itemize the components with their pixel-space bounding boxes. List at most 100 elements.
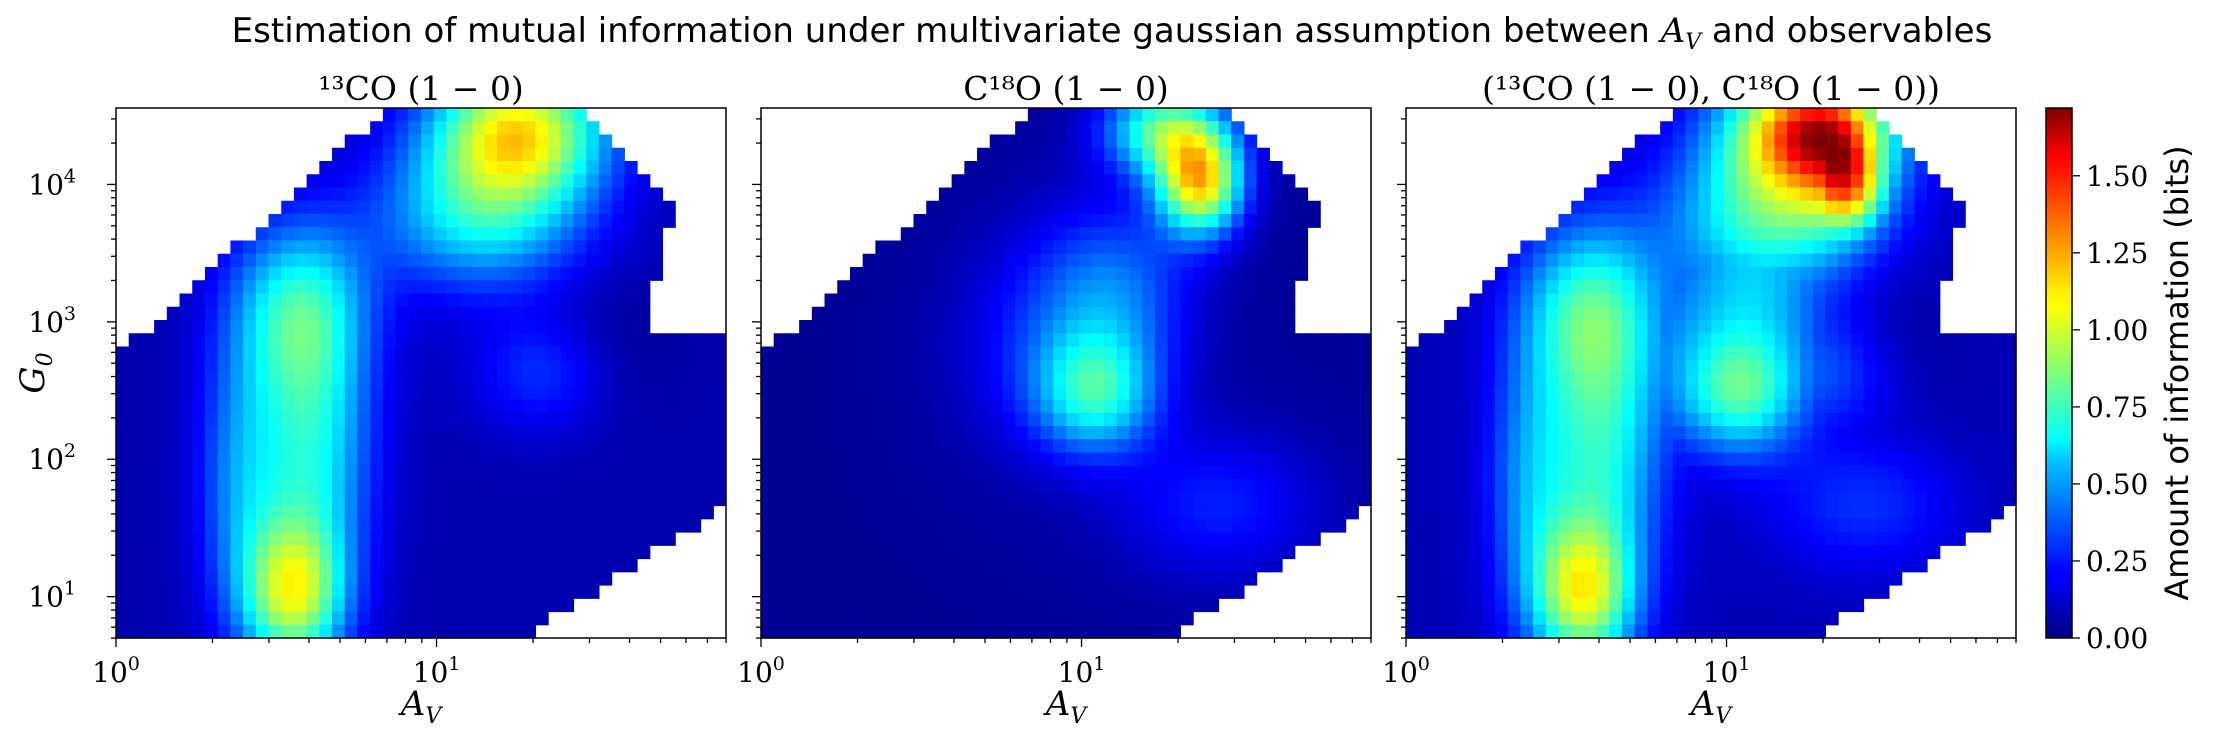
heatmap-cell [1256, 386, 1270, 401]
heatmap-cell [1218, 134, 1232, 149]
heatmap-cell [1634, 227, 1649, 242]
heatmap-cell [1965, 346, 1979, 361]
heatmap-cell [560, 492, 575, 507]
heatmap-cell [128, 532, 143, 546]
heatmap-cell [268, 267, 282, 281]
heatmap-cell [1685, 293, 1699, 308]
heatmap-cell [1494, 465, 1509, 480]
heatmap-cell [1571, 253, 1585, 268]
heatmap-cell [497, 492, 511, 507]
heatmap-cell [459, 200, 473, 215]
heatmap-cell [713, 346, 727, 361]
heatmap-cell [1180, 200, 1194, 215]
heatmap-cell [1167, 227, 1181, 242]
heatmap-cell [1494, 320, 1509, 334]
heatmap-cell [1040, 386, 1054, 401]
heatmap-cell [1774, 200, 1788, 215]
heatmap-cell [1205, 227, 1220, 242]
heatmap-cell [977, 598, 991, 613]
heatmap-cell [293, 571, 308, 586]
heatmap-cell [459, 558, 473, 573]
heatmap-cell [624, 439, 638, 454]
heatmap-cell [446, 545, 460, 560]
heatmap-cell [1507, 267, 1521, 281]
heatmap-cell [1825, 479, 1839, 493]
heatmap-cell [1231, 306, 1245, 321]
heatmap-cell [1494, 399, 1509, 414]
heatmap-cell [1154, 611, 1169, 626]
heatmap-cell [1205, 532, 1220, 546]
heatmap-cell [2003, 412, 2017, 427]
heatmap-cell [1711, 479, 1725, 493]
heatmap-cell [1104, 492, 1118, 507]
heatmap-cell [1711, 624, 1725, 639]
heatmap-cell [875, 373, 889, 387]
heatmap-cell [548, 373, 562, 387]
heatmap-cell [1053, 492, 1067, 507]
heatmap-cell [1583, 452, 1598, 467]
heatmap-cell [1269, 545, 1283, 560]
heatmap-cell [357, 558, 371, 573]
heatmap-cell [1749, 479, 1763, 493]
heatmap-cell [1104, 624, 1118, 639]
heatmap-cell [900, 359, 915, 374]
heatmap-cell [875, 399, 889, 414]
heatmap-cell [586, 359, 600, 374]
heatmap-cell [700, 399, 714, 414]
heatmap-cell [1825, 306, 1839, 321]
heatmap-cell [586, 465, 600, 480]
heatmap-cell [1243, 412, 1258, 427]
heatmap-cell [938, 492, 953, 507]
heatmap-cell [1825, 359, 1839, 374]
heatmap-cell [1078, 611, 1093, 626]
heatmap-cell [497, 399, 511, 414]
heatmap-cell [1736, 346, 1750, 361]
heatmap-cell [1231, 320, 1245, 334]
heatmap-cell [573, 267, 587, 281]
heatmap-cell [888, 280, 902, 295]
heatmap-cell [344, 161, 359, 175]
heatmap-cell [1066, 505, 1080, 520]
heatmap-cell [1129, 426, 1143, 440]
heatmap-cell [913, 571, 927, 586]
heatmap-cell [1027, 187, 1042, 202]
heatmap-cell [1129, 200, 1143, 215]
heatmap-cell [1672, 320, 1687, 334]
heatmap-cell [1711, 399, 1725, 414]
heatmap-cell [1104, 359, 1118, 374]
heatmap-cell [1774, 439, 1788, 454]
heatmap-cell [951, 426, 965, 440]
heatmap-cell [1142, 545, 1156, 560]
heatmap-cell [862, 545, 876, 560]
heatmap-cell [548, 187, 562, 202]
heatmap-cell [1876, 147, 1890, 162]
heatmap-cell [1040, 532, 1054, 546]
heatmap-cell [1583, 518, 1598, 533]
heatmap-cell [824, 346, 838, 361]
heatmap-cell [938, 253, 953, 268]
heatmap-cell [293, 399, 308, 414]
heatmap-cell [1863, 505, 1877, 520]
heatmap-cell [1558, 253, 1572, 268]
heatmap-cell [1507, 399, 1521, 414]
heatmap-cell [1977, 492, 1992, 507]
heatmap-cell [1609, 624, 1623, 639]
heatmap-cell [773, 598, 788, 613]
heatmap-cell [560, 108, 575, 122]
heatmap-cell [1129, 267, 1143, 281]
heatmap-cell [1787, 518, 1801, 533]
heatmap-cell [1431, 571, 1445, 586]
heatmap-cell [1634, 359, 1649, 374]
heatmap-cell [1218, 492, 1232, 507]
heatmap-cell [824, 558, 838, 573]
heatmap-cell [166, 386, 181, 401]
heatmap-cell [1838, 174, 1852, 189]
heatmap-cell [1774, 267, 1788, 281]
heatmap-cell [938, 571, 953, 586]
heatmap-cell [637, 187, 651, 202]
heatmap-cell [1282, 359, 1296, 374]
heatmap-cell [1520, 545, 1534, 560]
heatmap-cell [989, 346, 1004, 361]
heatmap-cell [484, 200, 498, 215]
